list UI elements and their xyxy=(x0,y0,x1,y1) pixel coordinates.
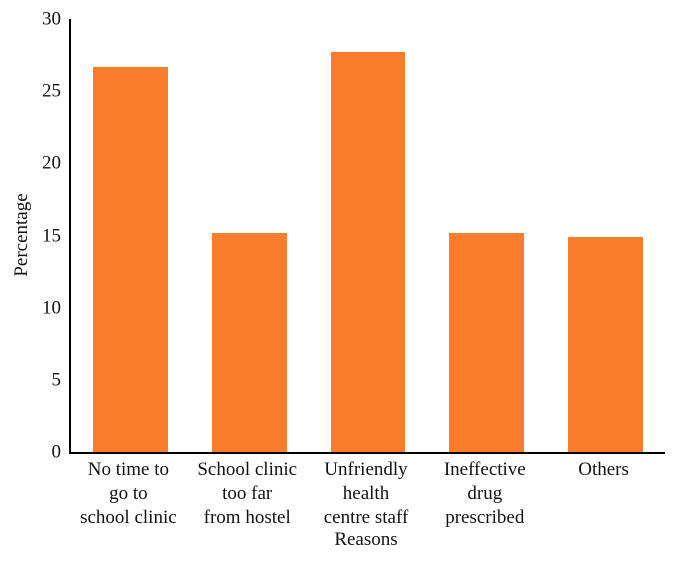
x-category-label-line: go to xyxy=(109,483,148,504)
x-category-label-line: school clinic xyxy=(80,507,177,528)
x-category-label-line: Unfriendly xyxy=(324,459,408,480)
x-category-label-line: centre staff xyxy=(323,507,409,528)
x-category-label-line: too far xyxy=(222,483,273,504)
x-axis-title: Reasons xyxy=(334,529,398,550)
y-tick-label: 30 xyxy=(42,8,61,30)
x-category-label-line: prescribed xyxy=(445,507,525,528)
bars-container xyxy=(71,19,665,452)
bar-slot xyxy=(71,19,190,452)
y-tick-label: 15 xyxy=(42,225,61,246)
bar xyxy=(568,236,643,452)
y-tick-label: 25 xyxy=(42,80,61,102)
y-axis-title: Percentage xyxy=(11,193,32,277)
x-category-label: Ineffective drug prescribed xyxy=(425,458,544,530)
bar-slot xyxy=(309,19,428,452)
x-category-label-line: No time to xyxy=(87,459,170,480)
bar xyxy=(449,232,525,452)
x-axis-category-labels: No time to go to school clinic School clini… xyxy=(69,458,663,530)
bar xyxy=(92,66,168,452)
bar-slot xyxy=(190,19,309,452)
x-category-label-line: Ineffective xyxy=(443,459,526,480)
y-tick-label: 10 xyxy=(42,297,61,319)
x-category-label: No time to go to school clinic xyxy=(69,458,188,530)
bar-slot xyxy=(546,19,665,452)
y-tick-label: 20 xyxy=(42,152,61,174)
x-category-label: School clinic too far from hostel xyxy=(188,458,307,530)
bar xyxy=(211,232,287,452)
x-category-label-line: from hostel xyxy=(203,507,291,528)
bar-slot xyxy=(427,19,546,452)
plot-area: 0 5 10 15 20 25 30 xyxy=(42,10,665,462)
bar xyxy=(330,52,406,452)
x-category-label-line: drug xyxy=(467,483,503,504)
x-category-label: Unfriendly health centre staff xyxy=(307,458,426,530)
x-category-label: Others xyxy=(544,458,663,530)
y-tick-label: 0 xyxy=(51,441,62,463)
x-category-label-line: Others xyxy=(578,459,629,480)
y-tick-label: 5 xyxy=(51,369,62,391)
x-category-label-line: health xyxy=(342,483,390,504)
x-category-label-line: School clinic xyxy=(197,459,298,480)
